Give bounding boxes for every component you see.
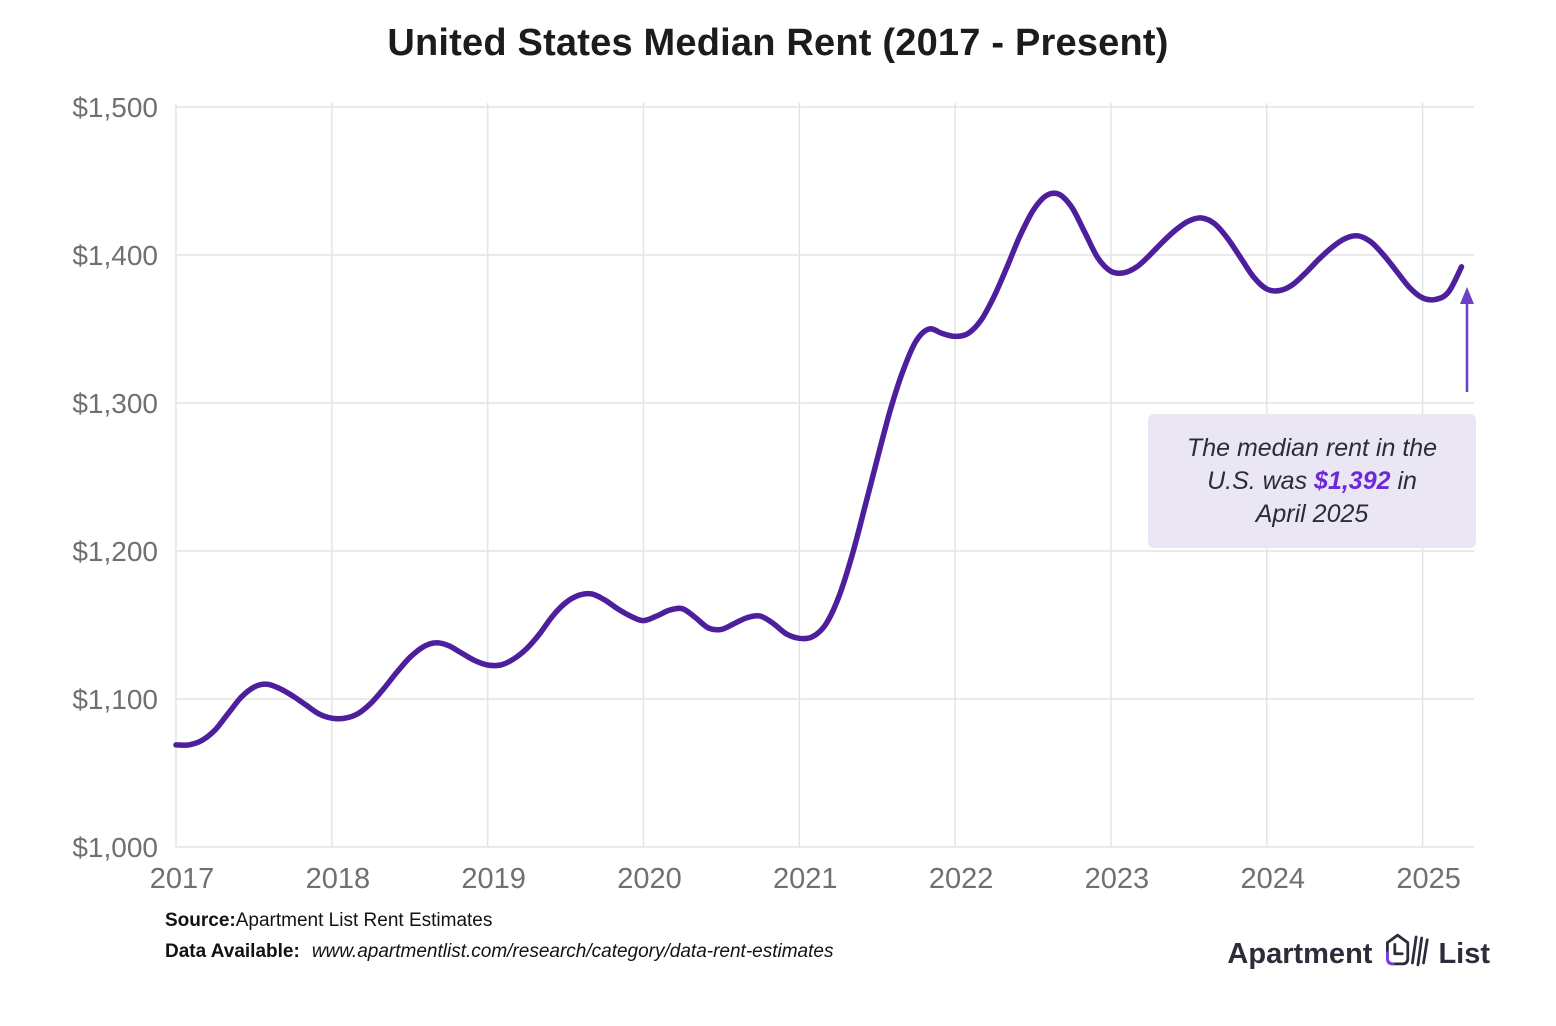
x-tick-label: 2023 [1085,863,1150,895]
data-available-label: Data Available: [165,941,300,962]
x-tick-label: 2025 [1396,863,1461,895]
x-tick-label: 2024 [1240,863,1305,895]
rent-line [173,190,1465,748]
x-tick-label: 2020 [617,863,682,895]
source-value: Apartment List Rent Estimates [235,910,493,931]
annotation-callout: The median rent in the U.S. was $1,392 i… [1148,414,1476,548]
x-tick-label: 2019 [461,863,526,895]
y-tick-label: $1,100 [72,684,158,715]
y-tick-label: $1,300 [72,388,158,419]
x-tick-label: 2021 [773,863,838,895]
x-tick-label: 2017 [150,863,215,895]
logo-text-apartment: Apartment [1227,937,1373,970]
source-label: Source: [165,910,236,931]
apartment-list-house-icon [1380,928,1430,980]
y-tick-label: $1,200 [72,536,158,567]
y-tick-label: $1,400 [72,240,158,271]
data-available-url: www.apartmentlist.com/research/category/… [311,941,834,962]
y-tick-label: $1,000 [72,832,158,863]
x-tick-label: 2022 [929,863,994,895]
x-tick-label: 2018 [306,863,371,895]
data-available-line: Data Available: www.apartmentlist.com/res… [165,941,833,963]
trend-arrowhead [1460,287,1474,304]
chart-title: United States Median Rent (2017 - Presen… [387,22,1169,64]
annotation-line-1: The median rent in the [1186,433,1438,462]
rent-value: $1,392 [1314,466,1391,495]
source-line: Source:Apartment List Rent Estimates [165,910,492,932]
y-tick-label: $1,500 [72,92,158,123]
logo-text-list: List [1438,937,1490,970]
annotation-line-2: U.S. was $1,392 in [1207,466,1417,495]
apartment-list-logo: Apartment List [1227,928,1490,980]
annotation-line-3: April 2025 [1255,499,1369,528]
